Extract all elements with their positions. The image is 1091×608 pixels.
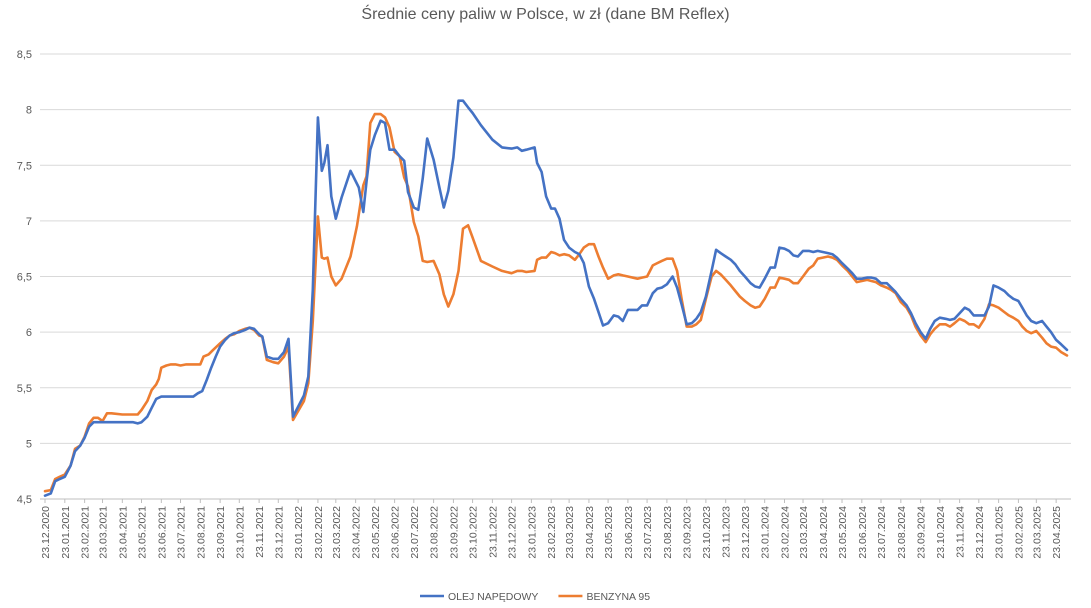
x-tick-label: 23.04.2021 bbox=[117, 506, 129, 559]
x-tick-label: 23.09.2023 bbox=[682, 506, 694, 559]
x-tick-label: 23.10.2024 bbox=[935, 506, 947, 559]
x-tick-label: 23.03.2025 bbox=[1031, 506, 1043, 559]
x-tick-label: 23.01.2023 bbox=[526, 506, 538, 559]
x-tick-label: 23.11.2024 bbox=[955, 506, 967, 558]
x-tick-label: 23.05.2024 bbox=[837, 506, 849, 559]
x-tick-label: 23.06.2022 bbox=[390, 506, 402, 559]
chart-title: Średnie ceny paliw w Polsce, w zł (dane … bbox=[361, 6, 730, 23]
x-tick-label: 23.03.2024 bbox=[798, 506, 810, 559]
x-tick-label: 23.12.2023 bbox=[740, 506, 752, 559]
y-tick-label: 4,5 bbox=[17, 494, 32, 506]
x-tick-label: 23.01.2025 bbox=[994, 506, 1006, 559]
x-tick-label: 23.05.2022 bbox=[370, 506, 382, 559]
x-tick-label: 23.04.2025 bbox=[1051, 506, 1063, 559]
x-tick-label: 23.08.2021 bbox=[195, 506, 207, 559]
x-tick-label: 23.11.2021 bbox=[254, 506, 266, 558]
y-tick-label: 8 bbox=[26, 105, 32, 117]
x-tick-label: 23.02.2021 bbox=[80, 506, 92, 559]
x-tick-label: 23.10.2021 bbox=[234, 506, 246, 559]
y-tick-label: 7 bbox=[26, 216, 32, 228]
x-tick-label: 23.11.2023 bbox=[721, 506, 733, 558]
x-tick-label: 23.09.2022 bbox=[448, 506, 460, 559]
series-line-olej-nap-dowy bbox=[43, 99, 1069, 497]
x-tick-label: 23.07.2024 bbox=[876, 506, 888, 559]
x-tick-label: 23.12.2024 bbox=[974, 506, 986, 559]
series-line-benzyna-95 bbox=[43, 112, 1069, 493]
x-tick-label: 23.06.2021 bbox=[156, 506, 168, 559]
x-tick-label: 23.07.2021 bbox=[175, 506, 187, 559]
y-tick-label: 8,5 bbox=[17, 49, 32, 61]
x-tick-label: 23.12.2022 bbox=[507, 506, 519, 559]
y-tick-label: 5,5 bbox=[17, 383, 32, 395]
x-tick-label: 23.08.2023 bbox=[662, 506, 674, 559]
y-axis-ticks: 4,5 5 5,5 6 6,5 7 7,5 8 8,5 bbox=[17, 49, 32, 506]
x-tick-label: 23.02.2022 bbox=[313, 506, 325, 559]
y-tick-label: 7,5 bbox=[17, 160, 32, 172]
x-tick-label: 23.01.2022 bbox=[293, 506, 305, 559]
x-tick-label: 23.08.2024 bbox=[896, 506, 908, 559]
x-tick-label: 23.09.2021 bbox=[215, 506, 227, 559]
x-tick-label: 23.05.2023 bbox=[603, 506, 615, 559]
x-tick-label: 23.05.2021 bbox=[137, 506, 149, 559]
legend-label: OLEJ NAPĘDOWY bbox=[448, 591, 538, 603]
x-tick-label: 23.10.2022 bbox=[468, 506, 480, 559]
x-tick-label: 23.07.2022 bbox=[409, 506, 421, 559]
y-tick-label: 6 bbox=[26, 327, 32, 339]
x-axis-ticks: 23.12.2020 23.01.2021 23.02.2021 23.03.2021… bbox=[40, 499, 1063, 559]
x-tick-label: 23.10.2023 bbox=[701, 506, 713, 559]
x-tick-label: 23.04.2024 bbox=[818, 506, 830, 559]
x-tick-label: 23.02.2025 bbox=[1013, 506, 1025, 559]
legend: OLEJ NAPĘDOWY BENZYNA 95 bbox=[420, 591, 650, 603]
x-tick-label: 23.01.2021 bbox=[60, 506, 72, 559]
x-tick-label: 23.12.2021 bbox=[273, 506, 285, 559]
series-lines bbox=[43, 99, 1069, 497]
x-tick-label: 23.09.2024 bbox=[916, 506, 928, 559]
x-tick-label: 23.06.2024 bbox=[857, 506, 869, 559]
x-tick-label: 23.02.2024 bbox=[779, 506, 791, 559]
x-tick-label: 23.03.2023 bbox=[564, 506, 576, 559]
x-tick-label: 23.11.2022 bbox=[487, 506, 499, 558]
x-tick-label: 23.04.2023 bbox=[584, 506, 596, 559]
x-tick-label: 23.12.2020 bbox=[40, 506, 52, 559]
x-tick-label: 23.02.2023 bbox=[546, 506, 558, 559]
x-tick-label: 23.01.2024 bbox=[760, 506, 772, 559]
y-tick-label: 5 bbox=[26, 438, 32, 450]
x-tick-label: 23.08.2022 bbox=[429, 506, 441, 559]
x-tick-label: 23.07.2023 bbox=[642, 506, 654, 559]
x-tick-label: 23.03.2021 bbox=[98, 506, 110, 559]
legend-label: BENZYNA 95 bbox=[586, 591, 650, 603]
x-tick-label: 23.06.2023 bbox=[623, 506, 635, 559]
y-tick-label: 6,5 bbox=[17, 272, 32, 284]
x-tick-label: 23.03.2022 bbox=[331, 506, 343, 559]
gridlines bbox=[40, 53, 1071, 500]
x-tick-label: 23.04.2022 bbox=[351, 506, 363, 559]
